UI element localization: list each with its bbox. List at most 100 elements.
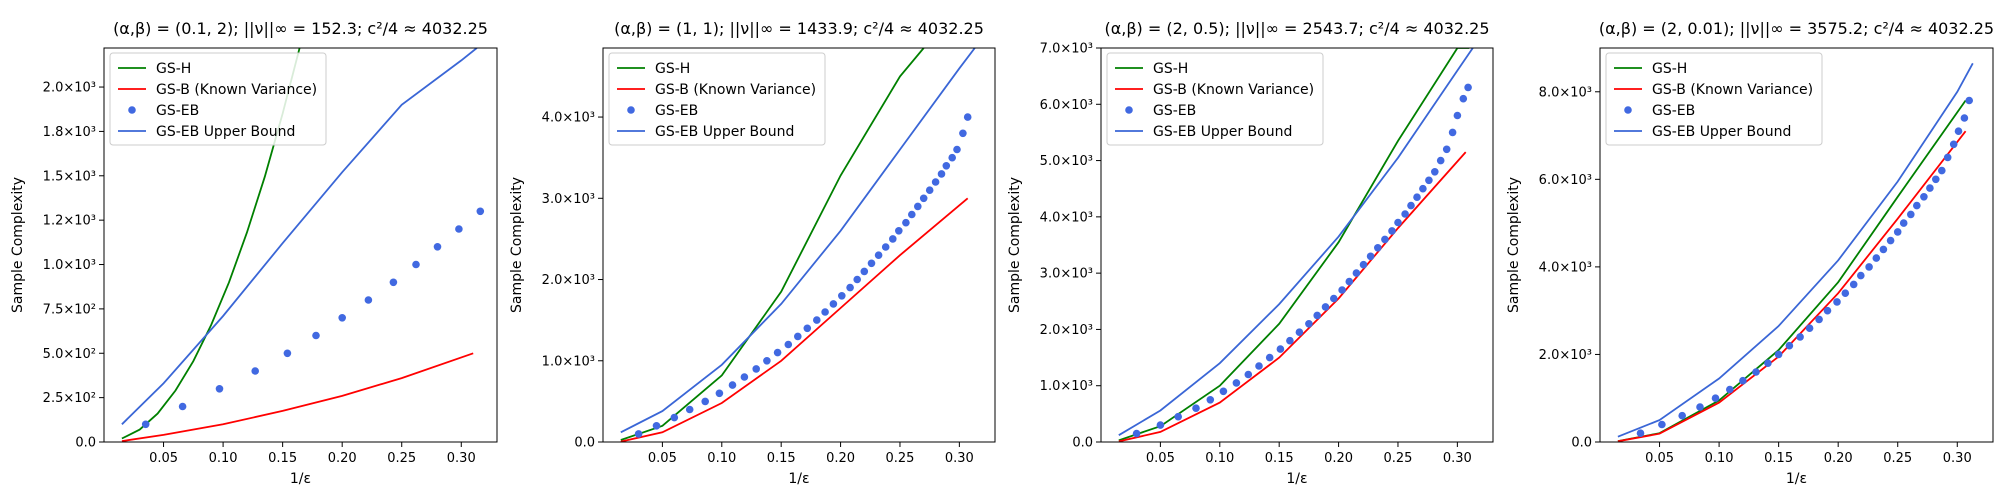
chart-panel-1: 0.05 0.10 0.15 0.20 0.25 0.30 0.0 2.5×10² 5.0×10…: [10, 19, 498, 487]
scatter-point: [914, 202, 922, 211]
x-tick-label: 0.25: [387, 451, 416, 466]
y-tick-label: 2.0×10³: [43, 81, 96, 96]
scatter-point: [652, 422, 661, 430]
x-tick-label: 0.25: [1383, 451, 1412, 466]
chart-title: (α,β) = (2, 0.01); ||ν||∞ = 3575.2; c²/4…: [1599, 19, 1994, 38]
legend: GS-H GS-B (Known Variance) GS-EB GS-EB Uppe…: [1605, 52, 1823, 146]
legend-entry: GS-EB Upper Bound: [655, 124, 794, 140]
x-axis-label: 1/ε: [1286, 471, 1307, 487]
scatter-point: [1401, 210, 1409, 218]
scatter-point: [1366, 252, 1375, 261]
scatter-point: [953, 145, 961, 154]
chart-panel-4: 0.05 0.10 0.15 0.20 0.25 0.30 0.0 2.0×10³ 4.0×10…: [1506, 19, 1994, 487]
legend-entry: GS-EB: [156, 103, 199, 119]
chart-title: (α,β) = (0.1, 2); ||ν||∞ = 152.3; c²/4 ≈…: [113, 19, 488, 38]
y-axis-label: Sample Complexity: [1007, 177, 1023, 313]
scatter-point: [1413, 193, 1421, 201]
x-tick-label: 0.20: [1324, 451, 1353, 466]
y-tick-label: 4.0×10³: [1539, 260, 1592, 275]
scatter-point: [1286, 336, 1294, 345]
scatter-point: [1726, 385, 1734, 394]
x-tick-label: 0.25: [885, 451, 914, 466]
y-tick-label: 1.0×10³: [542, 354, 595, 369]
y-tick-label: 0.0: [1072, 436, 1093, 451]
legend-entry: GS-EB: [1153, 103, 1196, 119]
scatter-point: [1448, 128, 1457, 137]
legend-box: [109, 52, 327, 146]
y-tick-label: 1.2×10³: [43, 214, 96, 229]
scatter-point: [1785, 341, 1794, 350]
scatter-point: [1954, 127, 1963, 135]
scatter-point: [1815, 315, 1823, 324]
y-axis-label: Sample Complexity: [1506, 177, 1522, 313]
axes-frame: [1599, 47, 1994, 443]
y-tick-label: 2.5×10²: [43, 391, 96, 406]
scatter-point: [1330, 294, 1338, 303]
y-tick-label: 4.0×10³: [1040, 210, 1093, 225]
scatter-point: [752, 365, 760, 373]
scatter-point: [1459, 94, 1468, 103]
scatter-point: [670, 413, 679, 422]
series-line-2: [121, 352, 474, 442]
scatter-point: [1192, 404, 1200, 413]
y-tick-label: 0.0: [75, 436, 96, 451]
scatter-point: [1305, 320, 1313, 328]
x-axis-label: 1/ε: [788, 471, 809, 487]
scatter-point: [1206, 396, 1215, 404]
scatter-point: [937, 170, 946, 178]
scatter-point: [1464, 83, 1472, 92]
scatter-point: [1388, 227, 1396, 235]
scatter-point: [1943, 153, 1952, 162]
scatter-point: [141, 420, 150, 429]
scatter-point: [1926, 184, 1934, 192]
legend-box: [608, 52, 826, 146]
scatter-point: [919, 194, 928, 203]
scatter-point: [1244, 370, 1253, 379]
scatter-point: [1805, 324, 1814, 333]
series-line-2: [1617, 130, 1967, 442]
legend: GS-H GS-B (Known Variance) GS-EB GS-EB Uppe…: [109, 52, 327, 146]
series-line-4: [620, 48, 976, 434]
series-line-4: [121, 48, 478, 425]
scatter-point: [902, 218, 910, 227]
legend-entry: GS-EB Upper Bound: [1153, 124, 1292, 140]
scatter-point: [959, 129, 967, 138]
legend-swatch-marker: [128, 106, 136, 114]
scatter-point: [1156, 421, 1165, 429]
scatter-point: [813, 316, 821, 324]
legend-entry: GS-B (Known Variance): [1153, 82, 1314, 98]
y-tick-label: 2.0×10³: [1040, 323, 1093, 338]
y-tick-label: 1.5×10³: [43, 169, 96, 184]
scatter-point: [1938, 166, 1946, 175]
scatter-point: [1407, 201, 1415, 210]
legend-entry: GS-H: [1652, 61, 1687, 77]
scatter-point: [740, 373, 749, 381]
scatter-point: [1893, 228, 1902, 236]
scatter-point: [715, 389, 724, 398]
scatter-point: [1276, 345, 1285, 353]
series-line-4: [1118, 48, 1474, 436]
scatter-point: [1425, 176, 1433, 185]
scatter-point: [1174, 412, 1182, 421]
y-tick-label: 6.0×10³: [1539, 173, 1592, 188]
scatter-point: [948, 153, 956, 162]
legend-entry: GS-B (Known Variance): [1652, 82, 1813, 98]
y-tick-label: 1.8×10³: [43, 125, 96, 140]
x-tick-label: 0.10: [1205, 451, 1234, 466]
scatter-point: [1431, 168, 1439, 176]
series-line-1: [1617, 99, 1967, 442]
scatter-point: [803, 324, 812, 333]
legend-swatch-marker: [627, 106, 635, 114]
series-line-2: [620, 197, 969, 442]
y-tick-label: 2.0×10³: [1539, 348, 1592, 363]
scatter-point: [1872, 254, 1881, 262]
scatter-point: [728, 381, 737, 389]
y-tick-label: 6.0×10³: [1040, 98, 1093, 113]
scatter-point: [312, 331, 320, 340]
scatter-point: [1265, 353, 1274, 362]
scatter-point: [685, 405, 694, 414]
scatter-point: [1841, 289, 1850, 298]
scatter-point: [1394, 218, 1402, 227]
legend-entry: GS-B (Known Variance): [655, 82, 816, 98]
y-tick-label: 8.0×10³: [1539, 85, 1592, 100]
